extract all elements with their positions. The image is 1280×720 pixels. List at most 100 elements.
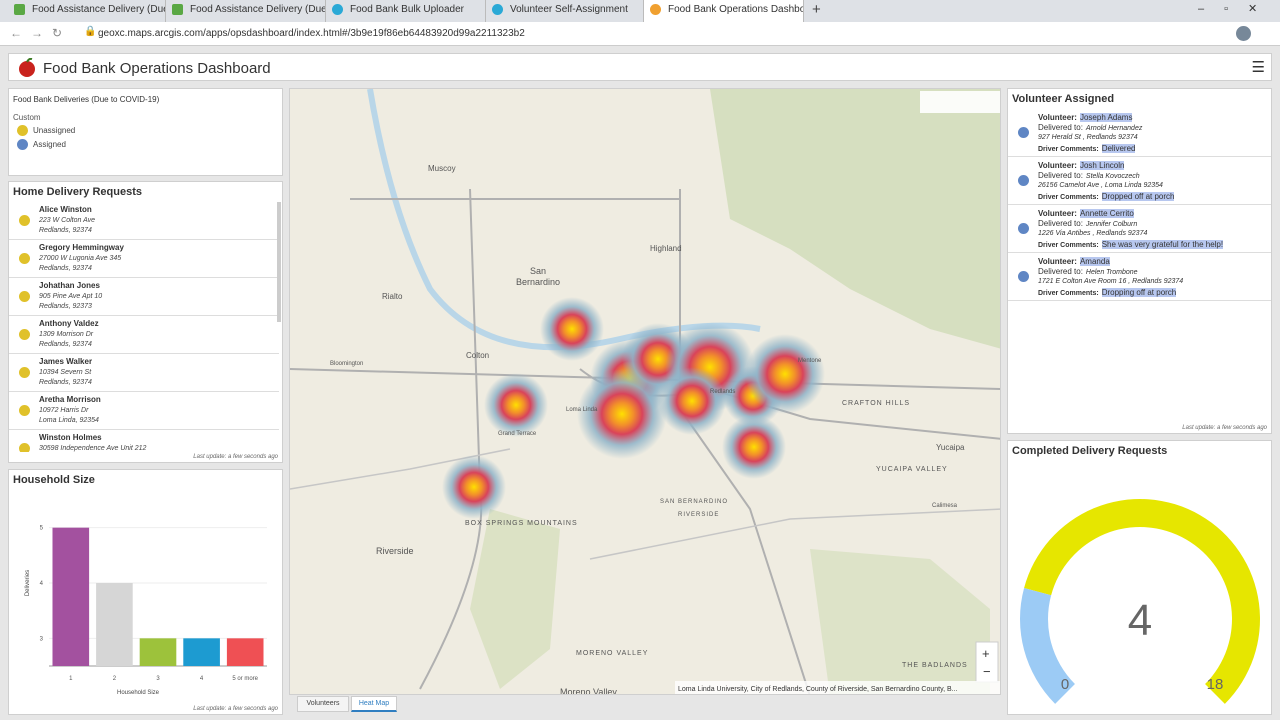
volunteer-icon: [1018, 175, 1029, 186]
scrollbar[interactable]: [277, 202, 281, 322]
request-item[interactable]: Anthony Valdez 1309 Morrison Dr Redlands, …: [9, 316, 279, 354]
map-tools[interactable]: [920, 91, 1000, 113]
tab-title: Food Bank Bulk Uploader: [350, 4, 464, 15]
request-icon: [19, 291, 30, 302]
delivered-line: Delivered to: Arnold Hernandez: [1038, 123, 1142, 132]
map-label: Mentone: [798, 358, 822, 364]
volunteer-item[interactable]: Volunteer: Joseph Adams Delivered to: Arnol…: [1008, 109, 1271, 157]
tab[interactable]: Food Bank Bulk Uploader: [326, 0, 486, 22]
tab-active[interactable]: Food Bank Operations Dashboard: [644, 0, 804, 22]
bar: [96, 583, 133, 666]
apple-icon: [19, 58, 35, 77]
panel-title: Volunteer Assigned: [1012, 93, 1115, 105]
menu-button[interactable]: ☰: [1251, 59, 1265, 76]
request-icon: [19, 405, 30, 416]
zoom-in[interactable]: +: [982, 646, 990, 661]
request-icon: [19, 329, 30, 340]
volunteer-icon: [1018, 127, 1029, 138]
request-item[interactable]: Aretha Morrison 10972 Harris Dr Loma Linda…: [9, 392, 279, 430]
map-labels: Muscoy San Bernardino Highland Rialto Co…: [330, 164, 967, 695]
volunteer-line: Volunteer: Annette Cerrito: [1038, 209, 1134, 218]
request-item[interactable]: Gregory Hemmingway 27000 W Lugonia Ave 34…: [9, 240, 279, 278]
comment: Delivered: [1101, 144, 1136, 153]
request-city: Redlands, 92374: [39, 227, 92, 234]
profile[interactable]: [1236, 26, 1251, 41]
label: Volunteer:: [1038, 161, 1077, 170]
y-axis-label: Deliveries: [25, 570, 31, 596]
request-name: Johathan Jones: [39, 281, 100, 290]
gauge-max-label: 18: [1207, 676, 1224, 693]
gauge-panel: Completed Delivery Requests 4 0 18: [1007, 440, 1272, 715]
address: 927 Herald St , Redlands 92374: [1038, 134, 1138, 141]
volunteer-name: Josh Lincoln: [1079, 161, 1125, 170]
request-item[interactable]: Alice Winston 223 W Colton Ave Redlands, 9…: [9, 202, 279, 240]
window-controls[interactable]: –▫✕: [1198, 3, 1278, 15]
hills: [470, 509, 560, 689]
volunteer-item[interactable]: Volunteer: Amanda Delivered to: Helen Tromb…: [1008, 253, 1271, 301]
heat-layer: [442, 297, 825, 519]
request-name: Anthony Valdez: [39, 319, 99, 328]
volunteer-line: Volunteer: Joseph Adams: [1038, 113, 1133, 122]
request-city: Redlands, 92374: [39, 341, 92, 348]
last-update: Last update: a few seconds ago: [1182, 425, 1267, 431]
tab[interactable]: Food Assistance Delivery (Due to: [8, 0, 166, 22]
map-tab-active[interactable]: Heat Map: [351, 696, 397, 712]
map-label: Colton: [466, 351, 489, 360]
tab[interactable]: Volunteer Self-Assignment: [486, 0, 644, 22]
legend-title: Food Bank Deliveries (Due to COVID-19): [13, 95, 160, 104]
zoom-out[interactable]: −: [983, 664, 991, 679]
request-item[interactable]: Johathan Jones 905 Pine Ave Apt 10 Redland…: [9, 278, 279, 316]
map-label: SAN BERNARDINO: [660, 499, 728, 505]
toolbar: ←→↻ 🔒 geoxc.maps.arcgis.com/apps/opsdash…: [0, 22, 1280, 46]
map[interactable]: Muscoy San Bernardino Highland Rialto Co…: [290, 89, 1001, 695]
tab-title: Food Assistance Delivery (Due to: [32, 4, 166, 15]
map-label: Redlands: [710, 389, 735, 395]
recipient: Arnold Hernandez: [1085, 125, 1143, 132]
tab[interactable]: Food Assistance Delivery (Due to: [166, 0, 326, 22]
x-axis-label: Household Size: [117, 690, 160, 696]
gauge-track: [1024, 499, 1260, 704]
address: 26156 Camelot Ave , Loma Linda 92354: [1038, 182, 1163, 189]
bar: [226, 638, 264, 666]
tab-title: Food Bank Operations Dashboard: [668, 4, 803, 15]
x-tick-label: 1: [69, 676, 73, 682]
request-city: Redlands, 92374: [39, 379, 92, 386]
request-address: 223 W Colton Ave: [39, 217, 96, 224]
x-tick-label: 5 or more: [232, 676, 258, 682]
map-label: YUCAIPA VALLEY: [876, 466, 948, 473]
map-label: Loma Linda: [566, 407, 598, 413]
map-label: Bernardino: [516, 277, 560, 287]
volunteer-item[interactable]: Volunteer: Josh Lincoln Delivered to: Stell…: [1008, 157, 1271, 205]
label: Driver Comments:: [1038, 146, 1099, 153]
label: Volunteer:: [1038, 113, 1077, 122]
request-item[interactable]: Winston Holmes 30598 Independence Ave Uni…: [9, 430, 279, 452]
map-tab[interactable]: Volunteers: [297, 696, 349, 712]
label: Driver Comments:: [1038, 242, 1099, 249]
request-address: 10972 Harris Dr: [39, 407, 89, 414]
map-label: San: [530, 266, 546, 276]
request-icon: [19, 367, 30, 378]
map-panel: Muscoy San Bernardino Highland Rialto Co…: [289, 88, 1001, 695]
attribution-bg: [675, 681, 1000, 694]
request-item[interactable]: James Walker 10394 Severn St Redlands, 923…: [9, 354, 279, 392]
tab-strip: Food Assistance Delivery (Due to Food As…: [0, 0, 1280, 22]
volunteer-name: Amanda: [1079, 257, 1110, 266]
volunteer-item[interactable]: Volunteer: Annette Cerrito Delivered to: Je…: [1008, 205, 1271, 253]
nav-buttons[interactable]: ←→↻: [10, 26, 72, 40]
request-name: Gregory Hemmingway: [39, 243, 124, 252]
request-name: Aretha Morrison: [39, 395, 101, 404]
request-address: 1309 Morrison Dr: [39, 331, 94, 338]
map-label: RIVERSIDE: [678, 512, 719, 518]
address-bar[interactable]: 🔒 geoxc.maps.arcgis.com/apps/opsdashboar…: [80, 23, 1040, 44]
comments-line: Driver Comments: Dropping off at porch: [1038, 288, 1177, 297]
y-tick-label: 3: [40, 636, 44, 642]
chart-panel: Household Size 3 4 5 Deliveries Household Si…: [8, 469, 283, 715]
legend-label: Assigned: [33, 140, 66, 149]
map-label: Moreno Valley: [560, 687, 617, 695]
x-tick-label: 3: [156, 676, 160, 682]
address: 1721 E Colton Ave Room 16 , Redlands 923…: [1038, 278, 1184, 285]
comments-line: Driver Comments: Delivered: [1038, 144, 1136, 153]
request-city: Redlands, 92373: [39, 303, 92, 310]
new-tab-button[interactable]: +: [812, 1, 821, 18]
